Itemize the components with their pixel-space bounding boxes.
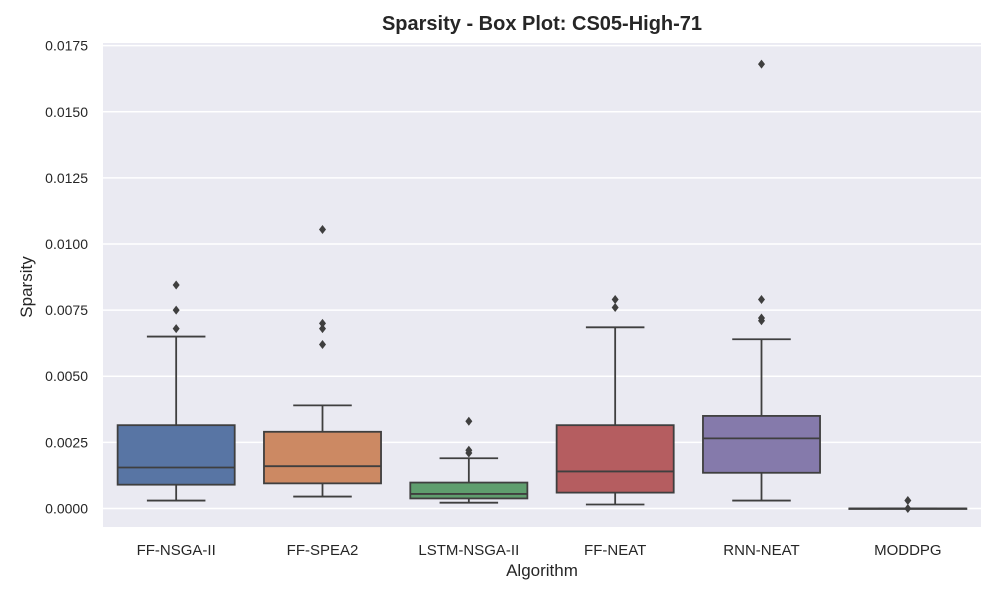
boxes bbox=[116, 59, 968, 513]
outlier-point bbox=[611, 302, 619, 312]
y-tick-label: 0.0000 bbox=[45, 500, 88, 516]
box-ff-nsga-ii bbox=[116, 280, 236, 502]
x-axis-label: Algorithm bbox=[506, 561, 578, 580]
box-ff-neat bbox=[555, 295, 675, 506]
y-tick-label: 0.0025 bbox=[45, 434, 88, 450]
outlier-point bbox=[904, 496, 912, 506]
outlier-point bbox=[319, 318, 326, 328]
box-iqr bbox=[116, 424, 236, 486]
outlier-point bbox=[465, 416, 473, 426]
box-iqr bbox=[555, 424, 675, 494]
x-tick-label: LSTM-NSGA-II bbox=[418, 542, 519, 559]
y-tick-label: 0.0050 bbox=[45, 368, 88, 384]
y-tick-label: 0.0100 bbox=[45, 236, 88, 252]
outlier-point bbox=[758, 59, 765, 69]
outlier-point bbox=[172, 324, 180, 334]
y-tick-label: 0.0175 bbox=[45, 38, 88, 54]
outlier-point bbox=[172, 280, 180, 290]
x-tick-label: RNN-NEAT bbox=[723, 542, 799, 559]
box-iqr bbox=[702, 415, 821, 474]
box-iqr bbox=[409, 481, 529, 500]
y-tick-label: 0.0125 bbox=[45, 170, 88, 186]
outlier-point bbox=[904, 503, 912, 513]
y-tick-label: 0.0150 bbox=[45, 104, 88, 120]
plot-area bbox=[103, 43, 981, 527]
gridlines bbox=[103, 44, 981, 510]
outlier-point bbox=[172, 305, 180, 315]
box-lstm-nsga-ii bbox=[409, 416, 529, 504]
x-tick-label: FF-NSGA-II bbox=[137, 542, 216, 559]
outlier-point bbox=[319, 340, 326, 350]
box-iqr bbox=[263, 430, 382, 485]
box-moddpg bbox=[848, 496, 968, 513]
outlier-point bbox=[758, 313, 765, 323]
x-tick-label: FF-NEAT bbox=[584, 542, 646, 559]
box-ff-spea2 bbox=[263, 224, 382, 498]
x-tick-labels: FF-NSGA-II FF-SPEA2 LSTM-NSGA-II FF-NEAT RNN… bbox=[137, 542, 942, 559]
y-tick-labels: 0.0000 0.0025 0.0050 0.0075 0.0100 0.0125 0.01… bbox=[45, 38, 88, 517]
outlier-point bbox=[611, 295, 619, 305]
chart-title: Sparsity - Box Plot: CS05-High-71 bbox=[381, 13, 703, 35]
outlier-point bbox=[465, 445, 473, 455]
y-tick-label: 0.0075 bbox=[45, 302, 88, 318]
box-rnn-neat bbox=[702, 59, 821, 502]
outlier-point bbox=[758, 295, 765, 305]
x-tick-label: MODDPG bbox=[874, 542, 942, 559]
outlier-point bbox=[319, 324, 326, 334]
outlier-point bbox=[319, 224, 326, 234]
x-tick-label: FF-SPEA2 bbox=[287, 542, 359, 559]
